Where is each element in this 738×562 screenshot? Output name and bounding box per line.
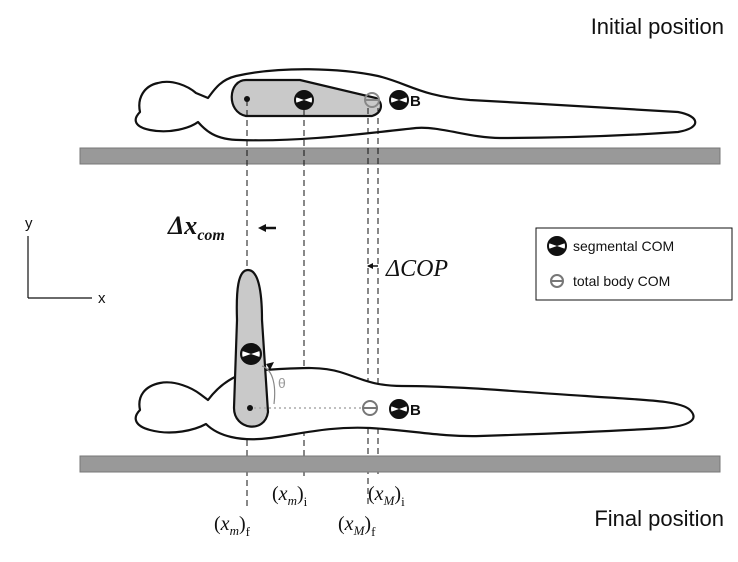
- theta-arc: [261, 365, 276, 405]
- initial-total-body-com-icon: [364, 92, 380, 108]
- legend-total-body-com-label: total body COM: [573, 273, 670, 289]
- initial-support-surface: [79, 147, 721, 165]
- initial-segment-b-label: B: [410, 93, 421, 110]
- final-shoulder-joint: [247, 405, 253, 411]
- legend-box: [535, 227, 733, 301]
- coordinate-axes: y x: [25, 215, 106, 307]
- initial-body: B: [134, 68, 697, 142]
- final-segment-b-com-icon: [389, 399, 409, 419]
- final-total-body-com-icon: [362, 400, 378, 416]
- initial-position-title: Initial position: [591, 14, 724, 39]
- xm-initial-marker: (xm)i: [272, 483, 308, 509]
- final-position-title: Final position: [594, 506, 724, 531]
- theta-label: θ: [278, 375, 286, 391]
- final-segmental-com-icon: [240, 343, 262, 365]
- initial-segment-b-com-icon: [389, 90, 409, 110]
- delta-x-com-label: Δxcom: [167, 211, 225, 244]
- final-support-surface: [79, 455, 721, 473]
- legend-total-body-com-icon: [550, 274, 564, 288]
- xm-final-marker: (xm)f: [214, 513, 251, 539]
- legend-segmental-com-icon: [547, 236, 567, 256]
- xM-initial-marker: (xM)i: [368, 483, 405, 509]
- xM-final-marker: (xM)f: [338, 513, 376, 539]
- legend-segmental-com-label: segmental COM: [573, 238, 674, 254]
- final-body: θ B: [134, 268, 695, 441]
- legend: segmental COM total body COM: [535, 227, 733, 301]
- x-axis-label: x: [98, 290, 106, 307]
- final-segment-b-label: B: [410, 402, 421, 419]
- initial-shoulder-joint: [244, 96, 250, 102]
- final-body-outline: [134, 366, 695, 441]
- y-axis-label: y: [25, 215, 33, 232]
- delta-cop-label: ΔCOP: [385, 256, 448, 282]
